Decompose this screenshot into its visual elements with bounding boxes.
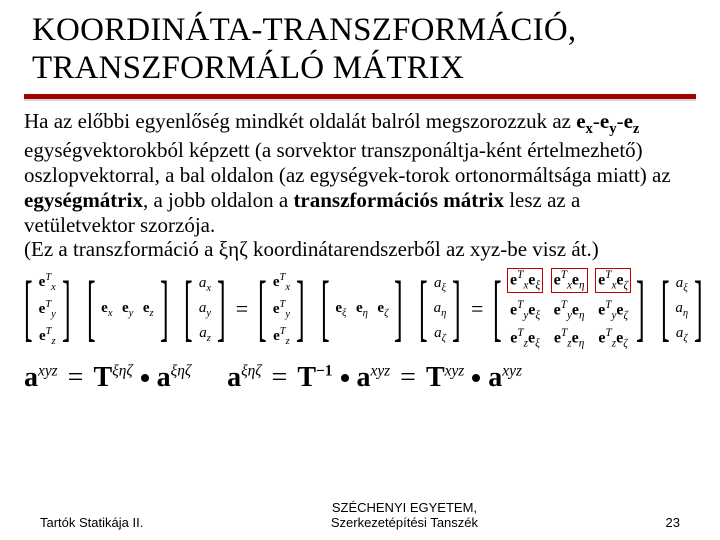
ey: ey bbox=[600, 109, 617, 133]
dot-icon bbox=[472, 374, 480, 382]
a-xyz-1: axyz bbox=[24, 362, 58, 394]
body-b1: egységmátrix bbox=[24, 188, 143, 212]
title-line-2: TRANSZFORMÁLÓ MÁTRIX bbox=[32, 50, 464, 86]
col-e-left: eTx eTy eTz bbox=[39, 272, 56, 347]
dot-icon bbox=[341, 374, 349, 382]
footer-left: Tartók Statikája II. bbox=[40, 515, 143, 530]
ez: ez bbox=[624, 109, 640, 133]
col-a-greek-2: aξ aη aζ bbox=[675, 275, 688, 344]
body-t1: Ha az előbbi egyenlőség mindkét oldalát … bbox=[24, 109, 576, 133]
body-b2: transzformációs mátrix bbox=[293, 188, 504, 212]
equals-2: = bbox=[471, 296, 483, 322]
title-line-1: KOORDINÁTA-TRANSZFORMÁCIÓ, bbox=[32, 12, 576, 48]
dot-icon bbox=[141, 374, 149, 382]
slide: KOORDINÁTA-TRANSZFORMÁCIÓ, TRANSZFORMÁLÓ… bbox=[0, 0, 720, 540]
footer-page-number: 23 bbox=[666, 515, 680, 530]
ex: ex bbox=[576, 109, 593, 133]
row-e-xyz: ex ey ez bbox=[101, 300, 153, 319]
col-a-greek: aξ aη aζ bbox=[434, 275, 447, 344]
body-paragraph: Ha az előbbi egyenlőség mindkét oldalát … bbox=[24, 109, 696, 262]
equation-row-1: [ eTx eTy eTz ] [ ex ey ez ] [ ax ay az … bbox=[24, 268, 696, 350]
T-1: Tξηζ bbox=[93, 362, 132, 394]
row-e-greek: eξ eη eζ bbox=[335, 300, 388, 319]
footer-center: SZÉCHENYI EGYETEM,Szerkezetépítési Tansz… bbox=[331, 500, 478, 530]
a-xyz-2: axyz bbox=[357, 362, 391, 394]
rule-shadow bbox=[24, 99, 696, 101]
T-xyz: Txyz bbox=[426, 362, 464, 394]
slide-title: KOORDINÁTA-TRANSZFORMÁCIÓ, TRANSZFORMÁLÓ… bbox=[32, 12, 696, 88]
body-t2: egységvektorokból képzett (a sorvektor t… bbox=[24, 138, 671, 187]
a-greek-2: aξηζ bbox=[227, 362, 261, 394]
body-t5: (Ez a transzformáció a ξηζ koordinátaren… bbox=[24, 237, 599, 261]
T-inv: T−1 bbox=[297, 362, 332, 394]
a-greek-1: aξηζ bbox=[157, 362, 191, 394]
a-xyz-3: axyz bbox=[488, 362, 522, 394]
slide-footer: Tartók Statikája II. SZÉCHENYI EGYETEM,S… bbox=[0, 500, 720, 530]
body-t3: , a jobb oldalon a bbox=[143, 188, 293, 212]
matrix-3x3: eTxeξ eTxeη eTxeζ eTyeξ eTyeη eTyeζ eTze… bbox=[508, 268, 630, 350]
col-a-xyz: ax ay az bbox=[199, 275, 211, 344]
equation-row-2: axyz = Tξηζ aξηζ aξηζ = T−1 axyz = Txyz … bbox=[24, 362, 696, 394]
col-e-left-2: eTx eTy eTz bbox=[273, 272, 290, 347]
equals-1: = bbox=[236, 296, 248, 322]
title-rule bbox=[24, 94, 696, 101]
